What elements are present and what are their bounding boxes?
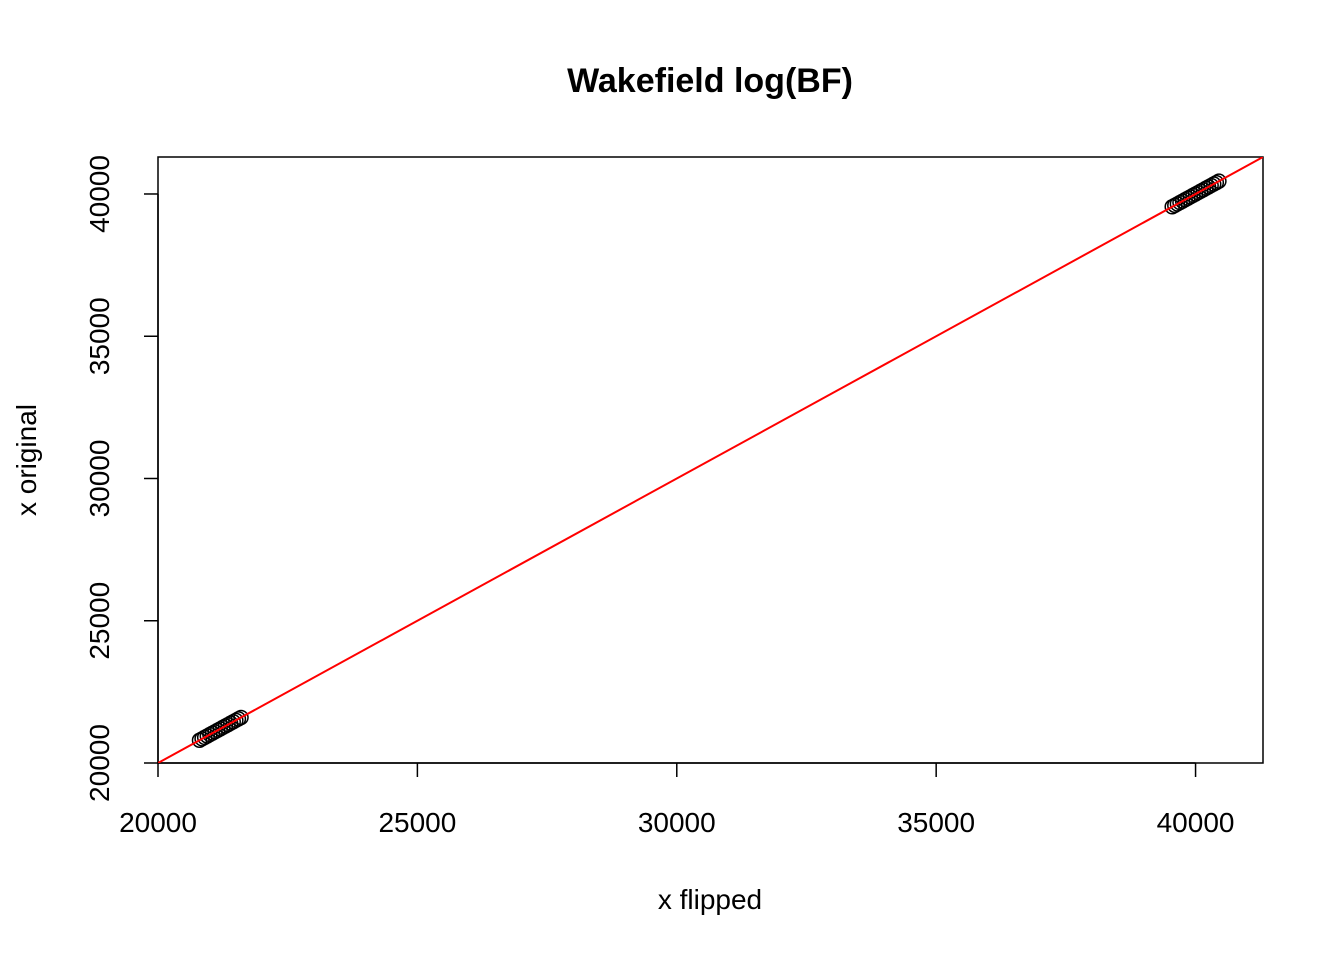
data-point [233, 709, 249, 726]
y-axis-label: x original [11, 404, 42, 516]
y-tick-label: 40000 [84, 155, 115, 233]
x-tick-label: 35000 [897, 807, 975, 838]
reference-line-group [158, 157, 1263, 763]
data-point [1211, 173, 1227, 189]
data-point [1208, 174, 1225, 191]
x-tick-label: 20000 [119, 807, 197, 838]
x-tick-label: 25000 [378, 807, 456, 838]
y-tick-label: 35000 [84, 297, 115, 375]
data-points [191, 173, 1227, 748]
data-point [230, 711, 247, 727]
y-tick-label: 30000 [84, 440, 115, 518]
identity-reference-line [158, 157, 1263, 763]
y-tick-label: 25000 [84, 582, 115, 660]
x-tick-label: 40000 [1157, 807, 1235, 838]
y-axis: 20000 25000 30000 35000 40000 [84, 155, 159, 802]
x-axis: 20000 25000 30000 35000 40000 [119, 762, 1235, 838]
y-tick-label: 20000 [84, 724, 115, 802]
x-axis-label: x flipped [658, 884, 762, 915]
x-tick-label: 30000 [638, 807, 716, 838]
chart-title: Wakefield log(BF) [567, 62, 853, 100]
